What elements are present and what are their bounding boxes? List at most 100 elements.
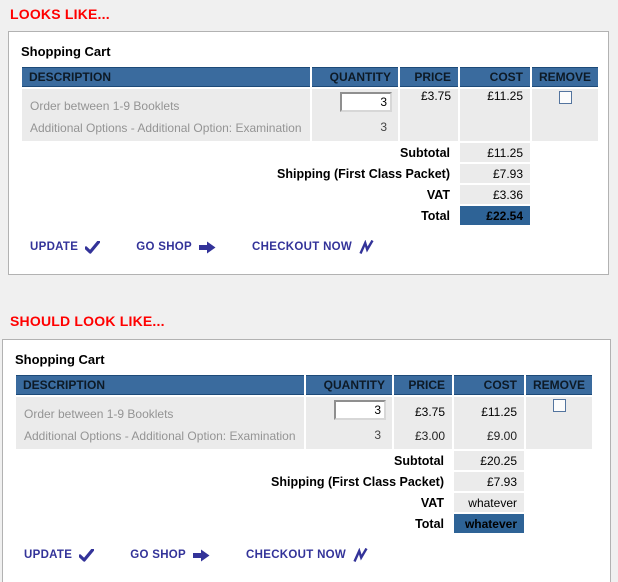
check-icon: [79, 548, 95, 562]
item-option: Additional Options - Additional Option: …: [24, 429, 296, 443]
checkout-now-button[interactable]: CHECKOUT NOW: [252, 240, 374, 254]
summary-spacer: [526, 451, 592, 470]
item-price: £3.75: [420, 89, 451, 103]
remove-checkbox[interactable]: [558, 91, 572, 105]
update-button[interactable]: UPDATE: [24, 548, 95, 562]
lightning-icon: [359, 240, 374, 254]
vat-value: £3.36: [460, 185, 530, 204]
summary-spacer: [532, 185, 598, 204]
section-heading-looks-like: LOOKS LIKE...: [10, 6, 110, 22]
option-quantity: 3: [374, 428, 381, 442]
shipping-label: Shipping (First Class Packet): [271, 474, 444, 489]
vat-row: VAT whatever: [16, 493, 592, 512]
summary-spacer: [526, 493, 592, 512]
summary-spacer: [532, 164, 598, 183]
shopping-cart-panel-2: Shopping Cart DESCRIPTION QUANTITY PRICE…: [2, 339, 611, 582]
total-value: £22.54: [460, 206, 530, 225]
total-label: Total: [421, 208, 450, 223]
vat-label: VAT: [426, 187, 450, 202]
checkout-now-label: CHECKOUT NOW: [246, 549, 347, 561]
item-description-cell: Order between 1-9 Booklets Additional Op…: [16, 397, 304, 449]
subtotal-row: Subtotal £11.25: [22, 143, 598, 162]
cart-table-2: DESCRIPTION QUANTITY PRICE COST REMOVE O…: [14, 373, 594, 535]
item-name: Order between 1-9 Booklets: [30, 99, 180, 113]
subtotal-row: Subtotal £20.25: [16, 451, 592, 470]
item-price: £3.75: [414, 405, 445, 419]
shipping-value: £7.93: [460, 164, 530, 183]
check-icon: [85, 240, 101, 254]
update-button[interactable]: UPDATE: [30, 240, 101, 254]
shipping-row: Shipping (First Class Packet) £7.93: [16, 472, 592, 491]
checkout-now-label: CHECKOUT NOW: [252, 241, 353, 253]
item-cost: £11.25: [487, 89, 523, 103]
cart-actions: UPDATE GO SHOP CHECKOUT NOW: [30, 240, 608, 254]
cart-actions: UPDATE GO SHOP CHECKOUT NOW: [24, 548, 610, 562]
summary-spacer: [532, 143, 598, 162]
arrow-right-icon: [193, 549, 210, 562]
table-header-row: DESCRIPTION QUANTITY PRICE COST REMOVE: [16, 375, 593, 395]
column-header-remove: REMOVE: [532, 67, 599, 87]
item-price-cell: £3.75 £3.00: [394, 397, 452, 449]
column-header-price: PRICE: [400, 67, 458, 87]
summary-spacer: [526, 472, 592, 491]
subtotal-label: Subtotal: [400, 145, 450, 160]
update-label: UPDATE: [30, 241, 79, 253]
summary-spacer: [532, 206, 598, 225]
option-price: £3.00: [414, 429, 445, 443]
shipping-value: £7.93: [454, 472, 524, 491]
quantity-input[interactable]: [340, 92, 392, 112]
item-cost-cell: £11.25 £9.00: [454, 397, 524, 449]
summary-spacer: [526, 514, 592, 533]
vat-value: whatever: [454, 493, 524, 512]
total-row: Total whatever: [16, 514, 592, 533]
cart-table-1: DESCRIPTION QUANTITY PRICE COST REMOVE O…: [20, 65, 600, 227]
update-label: UPDATE: [24, 549, 73, 561]
cart-item-row: Order between 1-9 Booklets Additional Op…: [22, 89, 599, 141]
item-name: Order between 1-9 Booklets: [24, 407, 174, 421]
go-shop-button[interactable]: GO SHOP: [136, 241, 216, 254]
total-label: Total: [415, 516, 444, 531]
remove-checkbox[interactable]: [552, 399, 566, 413]
section-heading-should-look-like: SHOULD LOOK LIKE...: [10, 313, 165, 329]
vat-label: VAT: [420, 495, 444, 510]
subtotal-value: £20.25: [454, 451, 524, 470]
column-header-quantity: QUANTITY: [312, 67, 398, 87]
item-remove-cell: [532, 89, 599, 141]
subtotal-value: £11.25: [460, 143, 530, 162]
column-header-cost: COST: [460, 67, 530, 87]
cart-title: Shopping Cart: [21, 44, 111, 59]
cart-title: Shopping Cart: [15, 352, 105, 367]
lightning-icon: [353, 548, 368, 562]
arrow-right-icon: [199, 241, 216, 254]
go-shop-label: GO SHOP: [130, 549, 187, 561]
vat-row: VAT £3.36: [22, 185, 598, 204]
subtotal-label: Subtotal: [394, 453, 444, 468]
item-description-cell: Order between 1-9 Booklets Additional Op…: [22, 89, 310, 141]
column-header-quantity: QUANTITY: [306, 375, 392, 395]
option-quantity: 3: [380, 120, 387, 134]
table-header-row: DESCRIPTION QUANTITY PRICE COST REMOVE: [22, 67, 599, 87]
go-shop-button[interactable]: GO SHOP: [130, 549, 210, 562]
total-value: whatever: [454, 514, 524, 533]
shopping-cart-panel-1: Shopping Cart DESCRIPTION QUANTITY PRICE…: [8, 31, 609, 275]
item-cost-cell: £11.25: [460, 89, 530, 141]
total-row: Total £22.54: [22, 206, 598, 225]
quantity-input[interactable]: [334, 400, 386, 420]
item-quantity-cell: 3: [306, 397, 392, 449]
item-cost: £11.25: [481, 405, 517, 419]
item-remove-cell: [526, 397, 593, 449]
column-header-description: DESCRIPTION: [16, 375, 304, 395]
column-header-remove: REMOVE: [526, 375, 593, 395]
column-header-description: DESCRIPTION: [22, 67, 310, 87]
checkout-now-button[interactable]: CHECKOUT NOW: [246, 548, 368, 562]
item-quantity-cell: 3: [312, 89, 398, 141]
shipping-row: Shipping (First Class Packet) £7.93: [22, 164, 598, 183]
item-option: Additional Options - Additional Option: …: [30, 121, 302, 135]
item-price-cell: £3.75: [400, 89, 458, 141]
go-shop-label: GO SHOP: [136, 241, 193, 253]
option-cost: £9.00: [486, 429, 517, 443]
column-header-price: PRICE: [394, 375, 452, 395]
column-header-cost: COST: [454, 375, 524, 395]
cart-item-row: Order between 1-9 Booklets Additional Op…: [16, 397, 593, 449]
